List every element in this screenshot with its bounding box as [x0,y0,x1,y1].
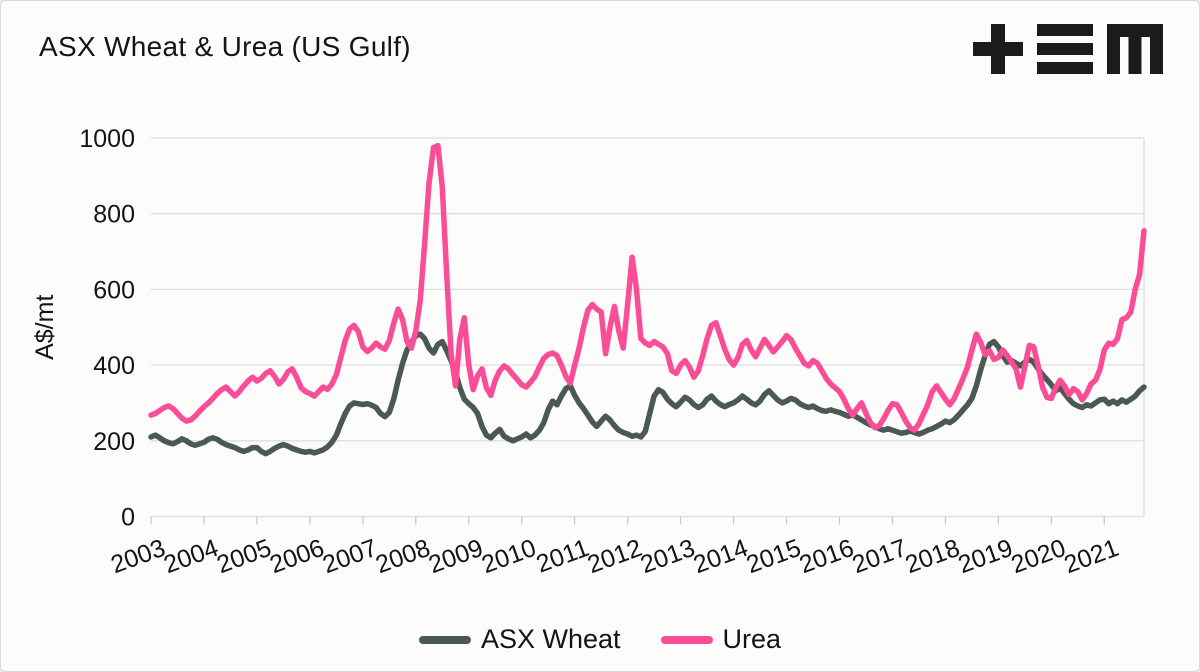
svg-text:600: 600 [93,276,135,304]
svg-text:2004: 2004 [160,534,222,579]
legend-label: ASX Wheat [480,624,621,654]
svg-text:200: 200 [93,428,135,456]
legend-item-urea: Urea [660,624,782,655]
urea-line-swatch [660,635,713,644]
plus-icon [973,24,1023,74]
svg-text:1000: 1000 [79,125,135,153]
svg-text:2017: 2017 [849,534,911,579]
triple-bars-icon [1037,24,1093,74]
svg-text:2018: 2018 [902,534,964,579]
svg-text:2006: 2006 [266,534,328,579]
chart-title: ASX Wheat & Urea (US Gulf) [39,31,411,62]
svg-text:2007: 2007 [319,534,381,579]
svg-text:A$/mt: A$/mt [31,295,59,360]
svg-text:2012: 2012 [584,534,646,579]
svg-text:2016: 2016 [796,534,858,579]
svg-text:2013: 2013 [637,534,699,579]
svg-text:2011: 2011 [533,534,593,579]
svg-text:2010: 2010 [478,534,540,579]
svg-text:0: 0 [121,504,135,532]
svg-text:2021: 2021 [1060,534,1122,579]
svg-text:2008: 2008 [372,534,434,579]
svg-text:2019: 2019 [955,534,1017,579]
line-chart: 0200400600800100020032004200520062007200… [31,125,1147,579]
svg-text:2005: 2005 [213,534,275,579]
svg-text:400: 400 [93,352,135,380]
tem-logo [973,23,1163,75]
svg-text:2015: 2015 [743,534,805,579]
legend-label: Urea [722,624,782,654]
svg-text:2014: 2014 [690,534,752,579]
chart-legend: ASX Wheat Urea [1,624,1199,655]
legend-item-asx-wheat: ASX Wheat [418,624,621,655]
svg-text:2003: 2003 [107,534,169,579]
svg-text:2020: 2020 [1008,534,1070,579]
asx-wheat-line-swatch [418,635,471,644]
svg-text:2009: 2009 [425,534,487,579]
svg-text:800: 800 [93,201,135,229]
m-glyph-icon [1107,24,1163,74]
